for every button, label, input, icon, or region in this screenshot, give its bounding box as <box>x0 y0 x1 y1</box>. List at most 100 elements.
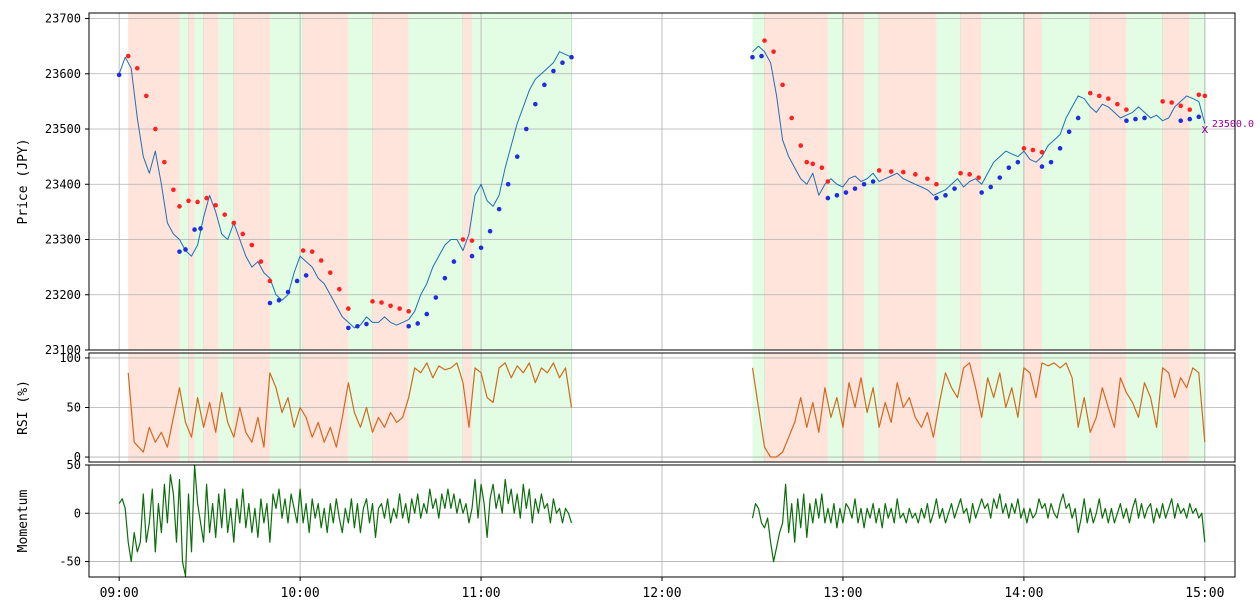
band-price-red <box>188 13 195 350</box>
signal-dot <box>442 275 448 281</box>
signal-dot <box>1187 116 1193 122</box>
band-price-green <box>179 13 189 350</box>
signal-dot <box>997 175 1003 180</box>
signal-dot <box>810 161 816 167</box>
ytick-label-price: 23700 <box>45 12 81 26</box>
xtick-label: 12:00 <box>642 586 681 601</box>
signal-dot <box>469 253 475 259</box>
signal-dot <box>780 82 785 88</box>
band-price-green <box>348 13 373 350</box>
signal-dot <box>1039 149 1045 155</box>
ytick-label-rsi: 0 <box>74 450 81 464</box>
band-price-red <box>764 13 828 350</box>
band-price-green <box>1041 13 1091 350</box>
panel-frame-price <box>88 12 1236 351</box>
signal-dot <box>144 93 149 99</box>
signal-dot <box>900 169 906 175</box>
signal-dot <box>240 231 246 237</box>
band-price-red <box>128 13 180 350</box>
signal-dot <box>487 228 493 234</box>
ytick-label-rsi: 100 <box>59 351 81 365</box>
signal-dot <box>789 115 794 121</box>
signal-dot <box>222 212 228 217</box>
signal-dot <box>934 195 939 201</box>
signal-dot <box>183 247 188 252</box>
signal-dot <box>1030 147 1036 153</box>
signal-dot <box>976 175 981 180</box>
band-price-red <box>1090 13 1127 350</box>
rsi-series-line <box>127 362 1206 458</box>
signal-dot <box>424 311 430 317</box>
signal-dot <box>870 179 876 184</box>
xtick-label: 15:00 <box>1185 586 1224 601</box>
signal-dot <box>533 101 538 107</box>
xtick-label: 14:00 <box>1004 586 1043 601</box>
signal-dot <box>125 53 131 59</box>
signal-dot <box>379 300 384 305</box>
signal-dot <box>460 237 466 242</box>
signal-dot <box>750 54 755 60</box>
signal-dot <box>1087 90 1093 96</box>
signal-dot <box>406 309 411 314</box>
signal-dot <box>1115 101 1120 107</box>
band-price-green <box>752 13 765 350</box>
signal-dot <box>759 53 764 59</box>
signal-dot <box>819 165 825 170</box>
signal-dot <box>346 325 351 331</box>
band-price-red <box>842 13 865 350</box>
band-price-green <box>269 13 304 350</box>
signal-dot <box>433 295 439 300</box>
signal-dot <box>171 187 176 193</box>
signal-dot <box>934 181 939 187</box>
signal-dot <box>1124 118 1129 124</box>
signal-dot <box>249 242 255 248</box>
signal-dot <box>370 299 375 304</box>
band-price-green <box>1189 13 1205 350</box>
band-price-green <box>1126 13 1163 350</box>
signal-dot <box>496 206 502 212</box>
signal-dot <box>134 65 140 71</box>
signal-dot <box>958 170 963 176</box>
band-price-red <box>1023 13 1042 350</box>
band-price-green <box>408 13 463 350</box>
ytick-label-momentum: 0 <box>74 506 81 520</box>
band-price-red <box>233 13 270 350</box>
signal-dot <box>1187 107 1193 112</box>
signal-dot <box>762 38 767 43</box>
signal-dot <box>1075 115 1081 121</box>
xtick-label: 11:00 <box>461 586 500 601</box>
signal-dot <box>542 82 547 88</box>
signal-bands <box>128 13 1206 462</box>
signal-dot <box>388 303 393 309</box>
signal-dot <box>231 220 237 226</box>
signal-dot <box>952 186 957 191</box>
signal-dot <box>177 249 182 254</box>
signal-dot <box>551 68 556 74</box>
signal-dot <box>364 321 369 327</box>
signal-dot <box>1169 100 1174 105</box>
ytick-label-momentum: 50 <box>67 458 81 472</box>
signal-dot <box>834 193 840 198</box>
signal-dot <box>415 321 421 326</box>
signal-dot <box>825 195 831 201</box>
signal-dot <box>1066 129 1072 135</box>
signal-dot <box>514 154 520 159</box>
xtick-label: 09:00 <box>100 586 139 601</box>
ytick-label-rsi: 50 <box>67 401 81 415</box>
ytick-label-price: 23300 <box>45 233 81 247</box>
xtick-label: 10:00 <box>281 586 320 601</box>
band-price-green <box>936 13 961 350</box>
ytick-label-price: 23400 <box>45 177 81 191</box>
signal-dot <box>967 172 972 177</box>
signal-dot <box>1096 93 1102 99</box>
ytick-label-price: 23200 <box>45 288 81 302</box>
signal-dot <box>258 259 264 264</box>
signal-dot <box>162 159 167 165</box>
signal-dot <box>186 198 191 204</box>
signal-dot <box>192 227 197 232</box>
signal-dot <box>1021 146 1027 151</box>
signal-dot <box>925 176 930 182</box>
signal-dot <box>771 49 776 54</box>
axes-labels: 23100 23200 23300 23400 23500 23600 23700 Price… <box>16 12 1224 601</box>
